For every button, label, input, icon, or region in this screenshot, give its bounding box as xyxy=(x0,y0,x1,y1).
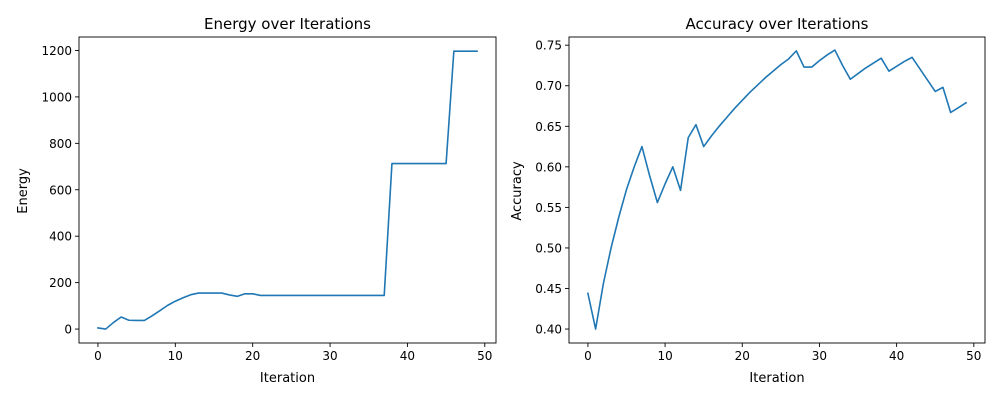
accuracy-y-tick-label: 0.75 xyxy=(535,39,562,53)
energy-y-tick-label: 600 xyxy=(49,183,72,197)
energy-y-tick-label: 400 xyxy=(49,230,72,244)
energy-y-tick-label: 0 xyxy=(64,323,72,337)
accuracy-chart-title: Accuracy over Iterations xyxy=(686,15,869,33)
accuracy-x-tick-label: 50 xyxy=(966,349,981,363)
accuracy-y-tick-label: 0.55 xyxy=(535,201,562,215)
energy-x-tick-label: 20 xyxy=(245,349,260,363)
accuracy-y-tick-label: 0.60 xyxy=(535,160,562,174)
energy-x-tick-label: 50 xyxy=(477,349,492,363)
accuracy-x-tick-label: 40 xyxy=(889,349,904,363)
energy-axes: 0 10 20 30 40 50 0 200 400 600 800 1000 1200 xyxy=(41,36,497,363)
energy-chart-title: Energy over Iterations xyxy=(204,15,371,33)
energy-axes-frame xyxy=(78,36,497,344)
energy-y-axis-label: Energy xyxy=(16,168,31,214)
accuracy-y-tick-label: 0.50 xyxy=(535,241,562,255)
accuracy-x-tick-label: 10 xyxy=(657,349,672,363)
accuracy-x-tick-label: 30 xyxy=(812,349,827,363)
accuracy-y-tick-label: 0.45 xyxy=(535,282,562,296)
energy-y-tick-label: 200 xyxy=(49,276,72,290)
energy-y-tick-label: 1200 xyxy=(41,44,72,58)
accuracy-x-axis-label: Iteration xyxy=(749,371,804,386)
energy-x-tick-label: 10 xyxy=(168,349,183,363)
accuracy-series-line xyxy=(586,49,968,330)
energy-x-tick-label: 40 xyxy=(400,349,415,363)
energy-chart: Energy over Iterations 0 10 20 30 40 50 0 200 40… xyxy=(16,15,497,386)
accuracy-chart: Accuracy over Iterations 0 10 20 30 40 50 0.40… xyxy=(510,15,986,386)
energy-x-tick-label: 30 xyxy=(322,349,337,363)
accuracy-y-tick-label: 0.70 xyxy=(535,79,562,93)
accuracy-y-tick-label: 0.65 xyxy=(535,120,562,134)
accuracy-axes: 0 10 20 30 40 50 0.40 0.45 0.50 0.55 0.60 0.65 0.70 0… xyxy=(535,36,986,363)
accuracy-y-axis-label: Accuracy xyxy=(510,161,525,221)
energy-x-tick-label: 0 xyxy=(94,349,102,363)
energy-y-tick-label: 1000 xyxy=(41,90,72,104)
accuracy-axes-frame xyxy=(568,36,986,344)
energy-y-tick-label: 800 xyxy=(49,137,72,151)
energy-series-line xyxy=(97,50,478,330)
accuracy-x-tick-label: 20 xyxy=(735,349,750,363)
energy-x-axis-label: Iteration xyxy=(260,371,315,386)
accuracy-y-tick-label: 0.40 xyxy=(535,323,562,337)
accuracy-x-tick-label: 0 xyxy=(584,349,592,363)
